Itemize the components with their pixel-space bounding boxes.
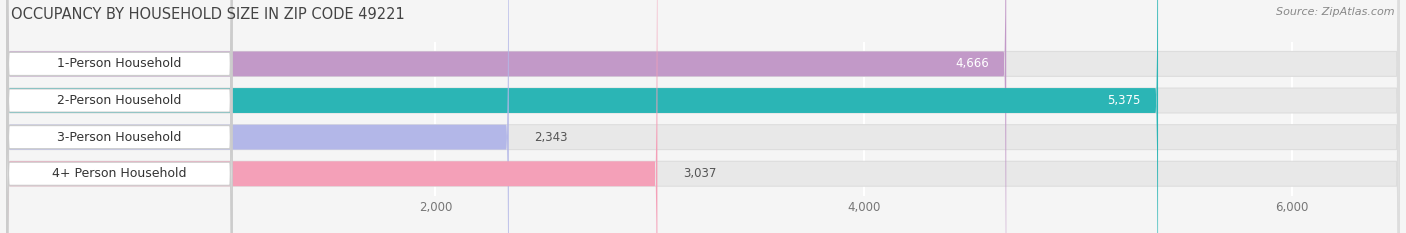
Text: 3-Person Household: 3-Person Household <box>58 131 181 144</box>
Text: 4+ Person Household: 4+ Person Household <box>52 167 187 180</box>
Text: 1-Person Household: 1-Person Household <box>58 57 181 70</box>
FancyBboxPatch shape <box>7 0 1399 233</box>
FancyBboxPatch shape <box>7 0 1159 233</box>
FancyBboxPatch shape <box>7 0 1007 233</box>
FancyBboxPatch shape <box>7 0 232 233</box>
Text: 5,375: 5,375 <box>1108 94 1140 107</box>
FancyBboxPatch shape <box>7 0 232 233</box>
Text: 3,037: 3,037 <box>683 167 717 180</box>
FancyBboxPatch shape <box>7 0 509 233</box>
FancyBboxPatch shape <box>7 0 658 233</box>
FancyBboxPatch shape <box>7 0 232 233</box>
FancyBboxPatch shape <box>7 0 1399 233</box>
FancyBboxPatch shape <box>7 0 1399 233</box>
Text: 2,343: 2,343 <box>534 131 568 144</box>
Text: 2-Person Household: 2-Person Household <box>58 94 181 107</box>
FancyBboxPatch shape <box>7 0 232 233</box>
Text: OCCUPANCY BY HOUSEHOLD SIZE IN ZIP CODE 49221: OCCUPANCY BY HOUSEHOLD SIZE IN ZIP CODE … <box>11 7 405 22</box>
FancyBboxPatch shape <box>7 0 1399 233</box>
Text: Source: ZipAtlas.com: Source: ZipAtlas.com <box>1277 7 1395 17</box>
Text: 4,666: 4,666 <box>955 57 988 70</box>
